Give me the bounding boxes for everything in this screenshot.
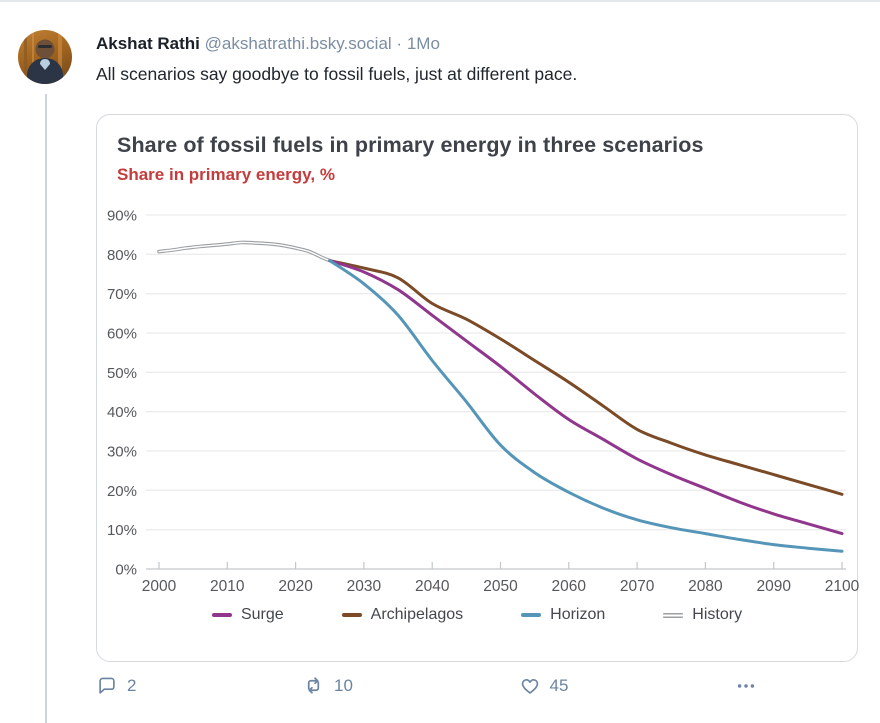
like-count: 45 [549,675,569,695]
x-axis-label: 2050 [483,578,518,595]
x-axis-label: 2080 [688,578,723,595]
y-axis-label: 30% [107,444,137,461]
chart-canvas: 90% 80% 70% 60% 50% 40% 30% 20% 10% 0% 2000 2010 202… [107,208,860,596]
legend-swatch-history [663,612,684,618]
series-line-archipelagos [328,259,844,496]
reply-icon [99,677,115,694]
legend-item-horizon: Horizon [521,606,605,624]
y-axis-label: 50% [107,365,137,382]
reply-count: 2 [127,675,137,695]
legend-item-surge: Surge [211,606,284,624]
heart-icon [521,678,538,694]
x-axis-label: 2010 [210,578,245,595]
y-axis-label: 90% [107,208,137,225]
legend-label: Horizon [550,606,606,623]
y-axis-label: 0% [115,562,137,579]
y-axis-label: 70% [107,286,137,303]
author-name[interactable]: Akshat Rathi [96,34,200,53]
x-axis-label: 2000 [142,578,177,595]
engagement-bar: 2 10 45 [96,674,758,697]
x-axis-label: 2060 [552,578,587,595]
x-axis-label: 2020 [278,578,313,595]
x-axis-label: 2100 [825,578,860,595]
legend-swatch-horizon [521,613,542,617]
legend-swatch-archipelagos [341,613,362,617]
x-axis-label: 2090 [756,578,791,595]
post-timestamp: 1Mo [406,34,440,53]
author-handle[interactable]: @akshatrathi.bsky.social [204,34,392,53]
series-line-surge [328,259,844,536]
series-line-horizon [328,259,844,553]
x-axis-label: 2040 [415,578,450,595]
chart-title: Share of fossil fuels in primary energy … [117,133,704,157]
more-options-button[interactable] [734,675,758,697]
chart-card[interactable]: Share of fossil fuels in primary energy … [96,114,860,662]
series-line-history-inner [158,241,331,262]
legend-swatch-surge [211,613,232,617]
post-text: All scenarios say goodbye to fossil fuel… [96,64,578,84]
chart-legend: Surge Archipelagos Horizon History [117,606,837,624]
thread-line [45,94,47,723]
repost-button[interactable]: 10 [302,674,353,697]
y-axis-label: 80% [107,247,137,264]
x-axis-label: 2030 [347,578,382,595]
legend-item-archipelagos: Archipelagos [341,606,464,624]
x-axis-label: 2070 [620,578,655,595]
chart-subtitle: Share in primary energy, % [117,165,335,184]
y-axis-label: 10% [107,522,137,539]
y-axis-label: 60% [107,326,137,343]
repost-icon [307,677,320,694]
legend-label: History [692,606,743,623]
meta-separator: · [396,34,403,53]
legend-label: Surge [240,606,284,623]
ellipsis-icon [737,683,755,688]
legend-item-history: History [663,606,742,624]
reply-button[interactable]: 2 [96,675,136,697]
legend-label: Archipelagos [370,606,464,623]
y-axis-label: 40% [107,404,137,421]
repost-count: 10 [334,675,353,695]
like-button[interactable]: 45 [519,675,569,697]
series-line-history [157,240,332,263]
avatar-person-icon [24,30,63,84]
post-header: Akshat Rathi @akshatrathi.bsky.social · … [96,33,856,55]
avatar[interactable] [18,30,72,84]
y-axis-label: 20% [107,483,137,500]
